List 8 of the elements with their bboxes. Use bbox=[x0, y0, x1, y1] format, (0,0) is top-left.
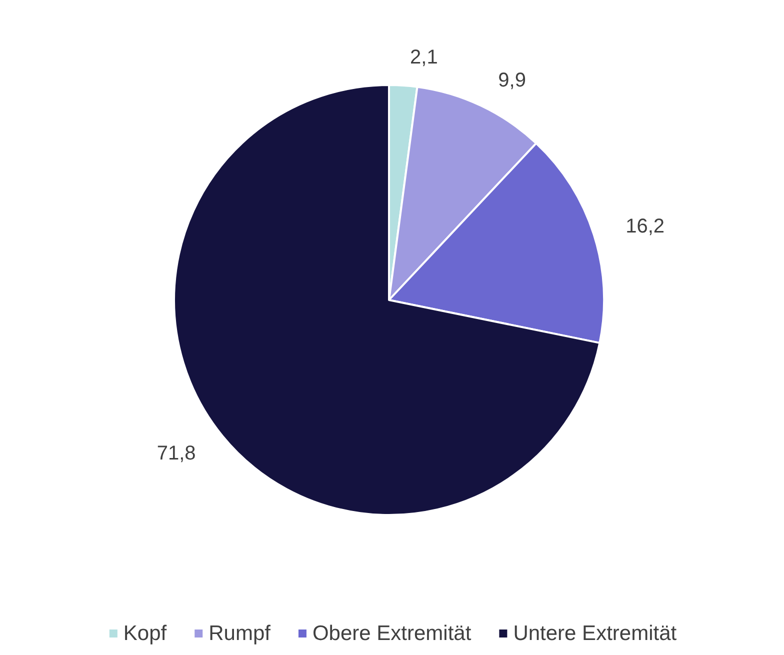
data-label: 2,1 bbox=[410, 46, 438, 69]
legend-label: Obere Extremität bbox=[312, 622, 472, 645]
legend-label: Rumpf bbox=[208, 622, 271, 645]
data-label: 16,2 bbox=[626, 215, 665, 238]
legend-label: Kopf bbox=[123, 622, 167, 645]
legend-label: Untere Extremität bbox=[513, 622, 677, 645]
data-label: 71,8 bbox=[156, 442, 196, 465]
data-label: 9,9 bbox=[498, 69, 526, 92]
